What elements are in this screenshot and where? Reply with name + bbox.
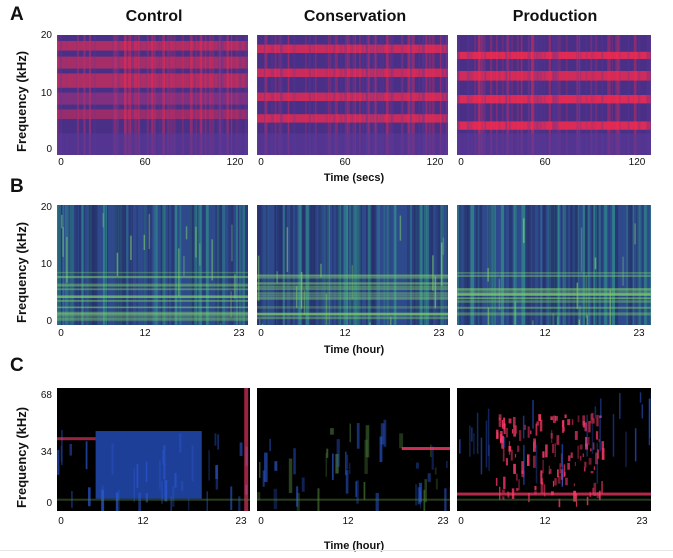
column-title-control: Control xyxy=(125,8,183,25)
panel-a-xtick: 120 xyxy=(426,157,444,168)
bottom-divider xyxy=(0,550,673,551)
panel-b-xtick: 0 xyxy=(458,328,464,339)
panel-c-xtick: 0 xyxy=(58,516,64,527)
panel-b-xlabel: Time (hour) xyxy=(323,344,385,356)
panel-c-xtick: 0 xyxy=(458,516,464,527)
panel-a-xtick: 60 xyxy=(339,157,351,168)
column-title-conservation: Conservation xyxy=(303,8,407,25)
panel-b-xtick: 23 xyxy=(633,328,645,339)
panel-c-xtick: 23 xyxy=(636,516,648,527)
panel-a-xtick: 0 xyxy=(258,157,264,168)
panel-b-ytick: 20 xyxy=(40,202,52,213)
panel-c-xtick: 12 xyxy=(539,516,551,527)
panel-b-xtick: 12 xyxy=(339,328,351,339)
spectrogram-c-production xyxy=(457,388,651,511)
panel-b-ytick: 0 xyxy=(46,316,52,327)
panel-letter-b: B xyxy=(10,176,24,197)
panel-c-xtick: 23 xyxy=(235,516,247,527)
panel-c-ytick: 68 xyxy=(40,390,52,401)
spectrogram-a-control xyxy=(57,35,248,155)
panel-a-xtick: 60 xyxy=(539,157,551,168)
panel-a-xtick: 0 xyxy=(458,157,464,168)
panel-letter-c: C xyxy=(10,355,24,376)
spectrogram-b-conservation xyxy=(257,205,448,325)
panel-a-xtick: 0 xyxy=(58,157,64,168)
panel-c-xtick: 23 xyxy=(437,516,449,527)
panel-b-xtick: 0 xyxy=(58,328,64,339)
panel-b-ytick: 10 xyxy=(40,259,52,270)
panel-a-ytick: 20 xyxy=(40,30,52,41)
spectrogram-a-production xyxy=(457,35,651,155)
column-title-production: Production xyxy=(512,8,598,25)
panel-c-xtick: 12 xyxy=(342,516,354,527)
panel-c-xtick: 12 xyxy=(137,516,149,527)
panel-c-ylabel: Frequency (kHz) xyxy=(14,406,29,508)
panel-a-xtick: 120 xyxy=(226,157,244,168)
panel-a-xtick: 60 xyxy=(139,157,151,168)
panel-a-ylabel: Frequency (kHz) xyxy=(14,50,29,152)
spectrogram-b-production xyxy=(457,205,651,325)
panel-a-ytick: 10 xyxy=(40,88,52,99)
panel-b-ylabel: Frequency (kHz) xyxy=(14,221,29,323)
panel-b-xtick: 12 xyxy=(539,328,551,339)
panel-a-xlabel: Time (secs) xyxy=(323,172,385,184)
panel-b-xtick: 23 xyxy=(433,328,445,339)
panel-c-ytick: 0 xyxy=(46,498,52,509)
panel-b-xtick: 23 xyxy=(233,328,245,339)
panel-b-xtick: 12 xyxy=(139,328,151,339)
panel-a-ytick: 0 xyxy=(46,144,52,155)
panel-b-xtick: 0 xyxy=(258,328,264,339)
spectrogram-b-control xyxy=(57,205,248,325)
panel-c-xlabel: Time (hour) xyxy=(323,540,385,552)
panel-c-ytick: 34 xyxy=(40,447,52,458)
panel-a-xtick: 120 xyxy=(628,157,646,168)
spectrogram-c-conservation xyxy=(257,388,450,511)
panel-c-xtick: 0 xyxy=(258,516,264,527)
spectrogram-c-control xyxy=(57,388,250,511)
panel-letter-a: A xyxy=(10,4,24,25)
spectrogram-a-conservation xyxy=(257,35,448,155)
